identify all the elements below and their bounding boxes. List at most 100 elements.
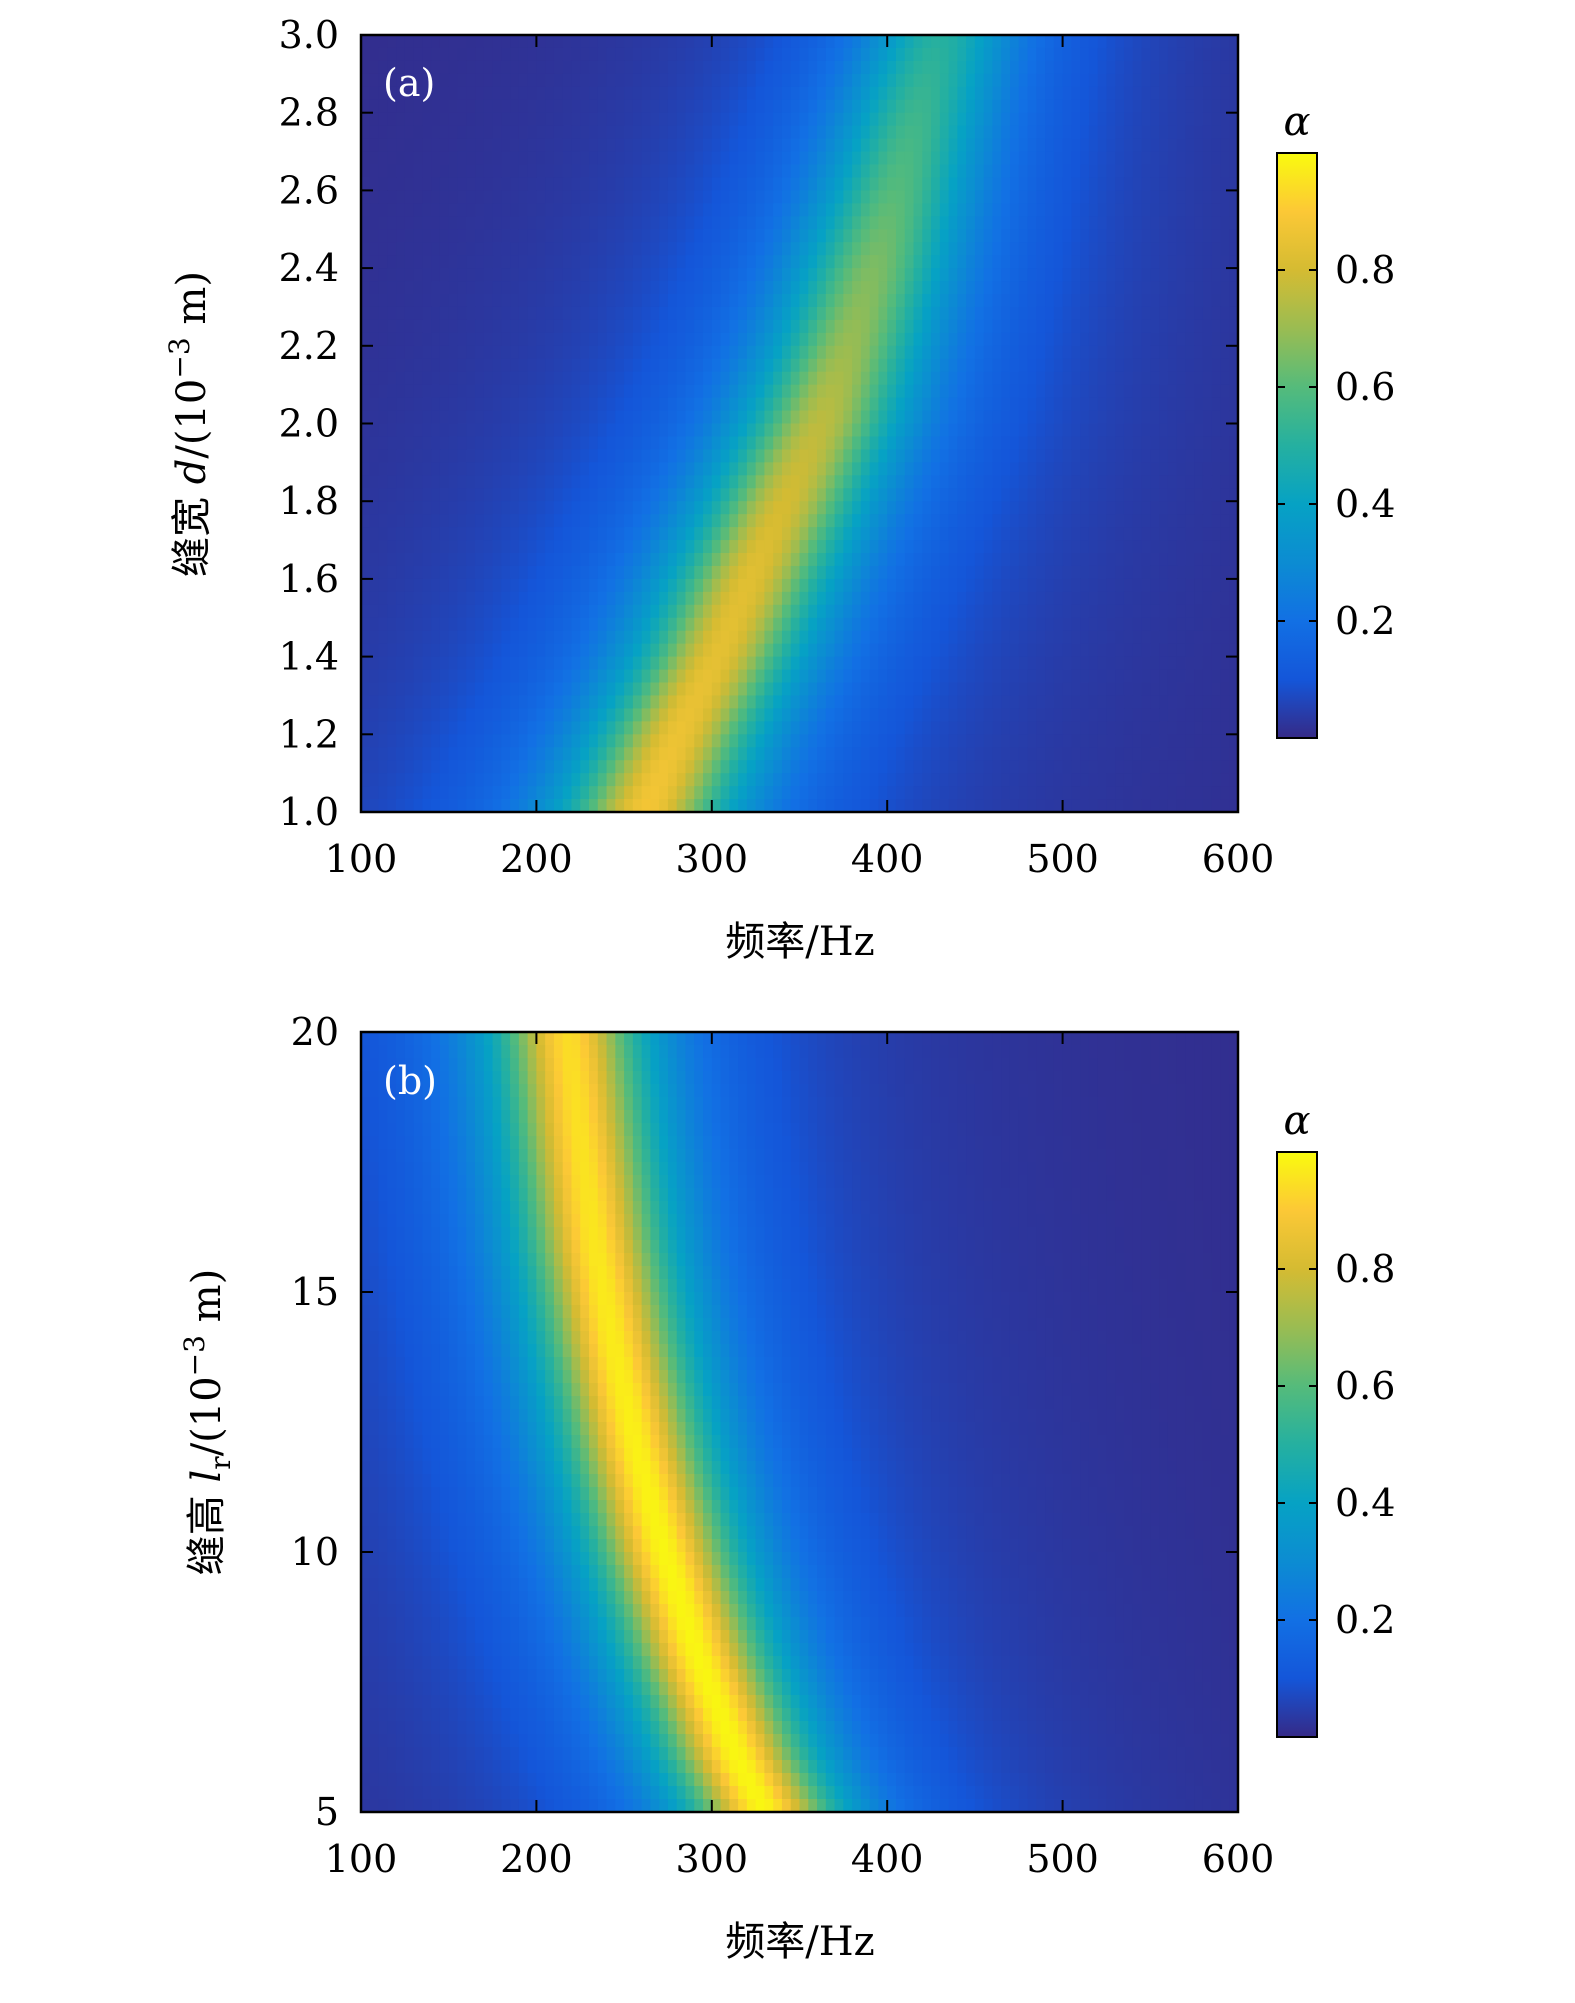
heatmap-cell bbox=[773, 332, 783, 347]
heatmap-cell bbox=[703, 255, 713, 269]
heatmap-cell bbox=[422, 540, 432, 554]
heatmap-cell bbox=[1176, 578, 1186, 593]
heatmap-cell bbox=[843, 630, 853, 645]
heatmap-cell bbox=[887, 604, 897, 619]
heatmap-cell bbox=[1097, 203, 1108, 217]
heatmap-cell bbox=[992, 86, 1002, 101]
heatmap-cell bbox=[913, 319, 923, 334]
heatmap-cell bbox=[1202, 449, 1213, 463]
heatmap-cell bbox=[781, 294, 792, 308]
heatmap-cell bbox=[913, 514, 923, 528]
heatmap-cell bbox=[422, 35, 432, 49]
heatmap-cell bbox=[703, 371, 713, 386]
heatmap-cell bbox=[562, 643, 573, 658]
heatmap-cell bbox=[1088, 643, 1099, 658]
heatmap-cell bbox=[1097, 99, 1108, 114]
heatmap-cell bbox=[913, 410, 923, 425]
heatmap-cell bbox=[808, 488, 818, 502]
heatmap-cell bbox=[650, 410, 660, 425]
heatmap-cell bbox=[1080, 332, 1090, 347]
heatmap-cell bbox=[641, 164, 652, 179]
heatmap-cell bbox=[939, 268, 950, 282]
heatmap-cell bbox=[527, 591, 537, 606]
heatmap-cell bbox=[685, 73, 695, 88]
heatmap-cell bbox=[746, 73, 757, 88]
heatmap-cell bbox=[1062, 553, 1072, 567]
heatmap-cell bbox=[659, 578, 669, 593]
heatmap-cell bbox=[1027, 319, 1037, 334]
heatmap-cell bbox=[501, 319, 511, 334]
heatmap-cell bbox=[738, 255, 748, 269]
heatmap-cell bbox=[957, 540, 967, 554]
heatmap-cell bbox=[387, 462, 397, 476]
heatmap-cell bbox=[387, 384, 397, 399]
heatmap-cell bbox=[790, 73, 801, 88]
heatmap-cell bbox=[361, 358, 371, 373]
heatmap-cell bbox=[843, 656, 853, 671]
heatmap-cell bbox=[518, 60, 529, 75]
heatmap-cell bbox=[1202, 203, 1213, 217]
heatmap-cell bbox=[615, 604, 625, 619]
heatmap-cell bbox=[562, 319, 573, 334]
heatmap-cell bbox=[536, 86, 546, 101]
heatmap-cell bbox=[1097, 527, 1108, 541]
heatmap-cell bbox=[571, 164, 581, 179]
heatmap-cell bbox=[1229, 643, 1239, 658]
heatmap-cell bbox=[483, 164, 494, 179]
heatmap-cell bbox=[378, 35, 388, 49]
heatmap-cell bbox=[1097, 462, 1108, 476]
heatmap-cell bbox=[729, 578, 739, 593]
heatmap-cell bbox=[992, 345, 1002, 360]
heatmap-cell bbox=[1167, 604, 1178, 619]
heatmap-cell bbox=[1211, 462, 1222, 476]
heatmap-cell bbox=[1080, 488, 1090, 502]
heatmap-cell bbox=[852, 527, 862, 541]
heatmap-cell bbox=[536, 73, 546, 88]
heatmap-cell bbox=[413, 86, 423, 101]
heatmap-cell bbox=[378, 112, 388, 127]
heatmap-cell bbox=[1080, 73, 1090, 88]
heatmap-cell bbox=[948, 268, 958, 282]
heatmap-cell bbox=[597, 216, 608, 230]
heatmap-cell bbox=[738, 216, 748, 230]
heatmap-cell bbox=[475, 449, 485, 463]
heatmap-cell bbox=[492, 177, 502, 191]
heatmap-cell bbox=[562, 527, 573, 541]
heatmap-cell bbox=[1132, 99, 1143, 114]
heatmap-cell bbox=[1018, 281, 1029, 295]
heatmap-cell bbox=[1176, 410, 1186, 425]
heatmap-cell bbox=[1018, 138, 1029, 153]
heatmap-cell bbox=[1027, 410, 1037, 425]
heatmap-cell bbox=[448, 656, 459, 671]
heatmap-cell bbox=[685, 319, 695, 334]
heatmap-cell bbox=[615, 294, 625, 308]
heatmap-cell bbox=[834, 591, 844, 606]
heatmap-cell bbox=[562, 514, 573, 528]
heatmap-cell bbox=[1150, 358, 1160, 373]
heatmap-cell bbox=[562, 578, 573, 593]
heatmap-cell bbox=[475, 397, 485, 412]
heatmap-cell bbox=[887, 591, 897, 606]
heatmap-cell bbox=[966, 553, 976, 567]
heatmap-cell bbox=[720, 643, 730, 658]
heatmap-cell bbox=[1045, 527, 1055, 541]
heatmap-cell bbox=[466, 177, 476, 191]
heatmap-cell bbox=[948, 86, 958, 101]
heatmap-cell bbox=[1088, 358, 1099, 373]
heatmap-cell bbox=[729, 423, 739, 438]
heatmap-cell bbox=[746, 553, 757, 567]
heatmap-cell bbox=[887, 125, 897, 140]
heatmap-cell bbox=[755, 138, 766, 153]
heatmap-cell bbox=[834, 138, 844, 153]
heatmap-cell bbox=[957, 203, 967, 217]
heatmap-cell bbox=[659, 475, 669, 489]
heatmap-cell bbox=[396, 229, 406, 243]
heatmap-cell bbox=[869, 578, 880, 593]
heatmap-cell bbox=[1009, 475, 1020, 489]
heatmap-cell bbox=[1036, 630, 1046, 645]
heatmap-cell bbox=[466, 527, 476, 541]
heatmap-cell bbox=[545, 358, 555, 373]
heatmap-cell bbox=[396, 332, 406, 347]
heatmap-cell bbox=[431, 73, 441, 88]
heatmap-cell bbox=[615, 281, 625, 295]
